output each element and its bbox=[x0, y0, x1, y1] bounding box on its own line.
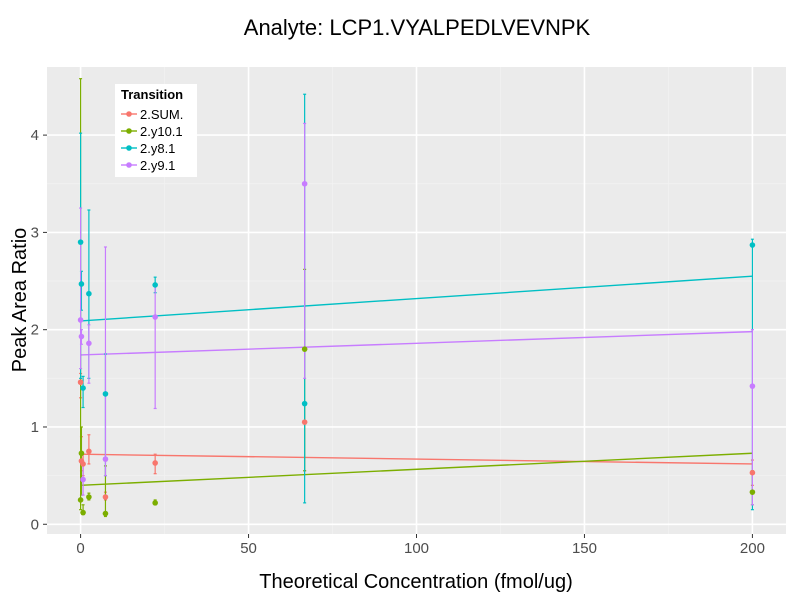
x-tick-label: 0 bbox=[76, 540, 84, 557]
data-point bbox=[80, 385, 86, 391]
y-axis-title: Peak Area Ratio bbox=[9, 228, 31, 373]
legend-label: 2.y10.1 bbox=[140, 124, 183, 139]
legend-label: 2.y8.1 bbox=[140, 141, 175, 156]
data-point bbox=[77, 239, 84, 245]
legend-key-point bbox=[126, 128, 132, 134]
data-points bbox=[77, 180, 756, 517]
data-point bbox=[86, 494, 92, 500]
data-point bbox=[301, 419, 308, 425]
data-point bbox=[86, 340, 92, 347]
legend-key-point bbox=[126, 145, 132, 151]
fit-line bbox=[80, 453, 753, 465]
data-point bbox=[152, 282, 158, 288]
data-point bbox=[301, 400, 308, 407]
data-point bbox=[301, 180, 308, 187]
x-tick-label: 100 bbox=[404, 540, 429, 557]
data-point bbox=[78, 281, 85, 287]
data-point bbox=[749, 489, 756, 495]
data-point bbox=[102, 391, 109, 397]
axis-ticks: 0 50 100 150 200 0 1 2 3 4 bbox=[31, 127, 765, 557]
x-tick-label: 150 bbox=[572, 540, 597, 557]
data-point bbox=[78, 333, 85, 340]
fit-line bbox=[80, 330, 753, 356]
data-point bbox=[77, 497, 84, 503]
data-point bbox=[152, 500, 158, 506]
x-tick-label: 50 bbox=[240, 540, 257, 557]
data-point bbox=[77, 317, 84, 323]
data-point bbox=[301, 346, 308, 352]
y-tick-label: 4 bbox=[31, 127, 39, 144]
data-point bbox=[749, 383, 756, 389]
data-point bbox=[80, 509, 86, 516]
fit-line bbox=[80, 452, 753, 487]
x-axis-title: Theoretical Concentration (fmol/ug) bbox=[259, 571, 572, 593]
legend-label: 2.y9.1 bbox=[140, 158, 175, 173]
x-tick-label: 200 bbox=[740, 540, 765, 557]
data-point bbox=[80, 461, 86, 467]
data-point bbox=[749, 469, 756, 476]
fit-lines bbox=[80, 275, 753, 487]
data-point bbox=[86, 448, 92, 455]
data-point bbox=[78, 450, 85, 457]
data-point bbox=[749, 242, 756, 248]
y-tick-label: 0 bbox=[31, 516, 39, 533]
fit-line bbox=[80, 275, 753, 322]
y-tick-label: 3 bbox=[31, 224, 39, 241]
data-point bbox=[80, 476, 86, 483]
error-bars bbox=[79, 78, 754, 518]
y-tick-label: 2 bbox=[31, 322, 39, 339]
data-point bbox=[77, 379, 84, 386]
y-tick-label: 1 bbox=[31, 419, 39, 436]
data-point bbox=[102, 494, 109, 500]
data-point bbox=[152, 314, 158, 320]
data-point bbox=[102, 456, 109, 462]
data-point bbox=[152, 460, 158, 466]
legend-key-point bbox=[126, 162, 132, 168]
legend-label: 2.SUM. bbox=[140, 107, 183, 122]
chart-title: Analyte: LCP1.VYALPEDLVEVNPK bbox=[244, 15, 591, 40]
legend-title: Transition bbox=[121, 87, 183, 102]
legend-key-point bbox=[126, 111, 132, 117]
data-point bbox=[102, 510, 109, 517]
legend: Transition 2.SUM. 2.y10.1 2.y8.1 2.y9.1 bbox=[115, 84, 197, 177]
data-point bbox=[86, 290, 92, 297]
